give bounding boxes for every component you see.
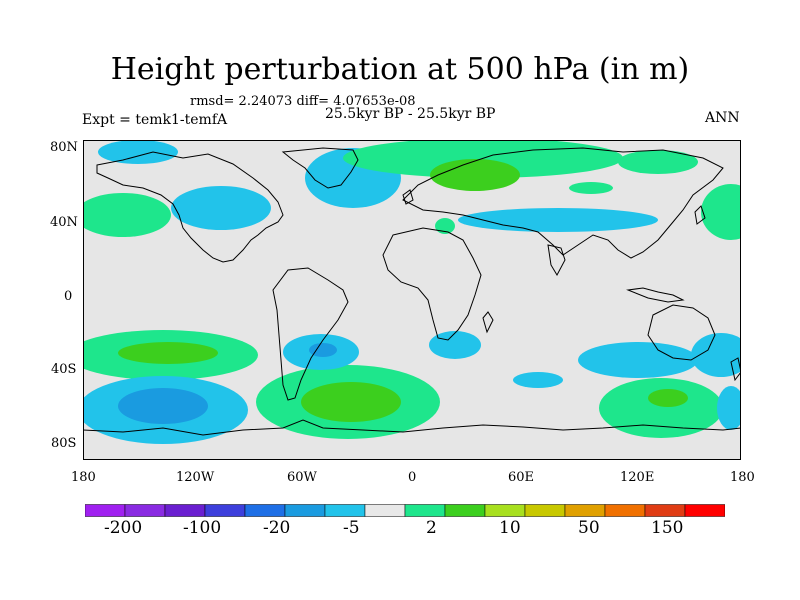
experiment-label: Expt = temk1-temfA bbox=[82, 112, 228, 128]
lat-label-40n: 40N bbox=[50, 215, 78, 230]
colorbar-label-50: 50 bbox=[578, 518, 600, 538]
coastlines bbox=[83, 147, 741, 436]
colorbar-label-2: 2 bbox=[426, 518, 437, 538]
map-frame bbox=[83, 140, 741, 460]
map-plot bbox=[83, 140, 741, 460]
coast-india bbox=[547, 244, 566, 277]
anomaly-mediterranean bbox=[435, 218, 455, 234]
colorbar-swatch bbox=[164, 504, 206, 517]
colorbar-swatch bbox=[364, 504, 406, 517]
coast-japan bbox=[694, 205, 706, 225]
anomaly-western-canada bbox=[171, 186, 271, 230]
anomaly-north-pacific bbox=[83, 193, 171, 237]
colorbar-swatch bbox=[564, 504, 606, 517]
lat-label-80n: 80N bbox=[50, 140, 78, 155]
colorbar-swatch bbox=[324, 504, 366, 517]
colorbar-label-n20: -20 bbox=[263, 518, 291, 538]
colorbar-label-n100: -100 bbox=[183, 518, 222, 538]
lon-label-120e: 120E bbox=[620, 470, 655, 485]
colorbar-swatch bbox=[644, 504, 686, 517]
lon-label-0: 0 bbox=[408, 470, 417, 485]
colorbar-label-150: 150 bbox=[651, 518, 684, 538]
coast-greenland bbox=[281, 147, 359, 189]
anomaly-central-asia bbox=[458, 208, 658, 232]
colorbar-swatch bbox=[284, 504, 326, 517]
period-label: 25.5kyr BP - 25.5kyr BP bbox=[325, 106, 496, 122]
coast-south-america bbox=[272, 267, 349, 401]
colorbar-swatches bbox=[84, 504, 726, 517]
lat-label-0: 0 bbox=[64, 289, 73, 304]
anomaly-southern-indian-core bbox=[648, 389, 688, 407]
coast-indonesia bbox=[626, 287, 685, 303]
coast-antarctica bbox=[83, 419, 741, 436]
colorbar-swatch bbox=[204, 504, 246, 517]
colorbar-label-10: 10 bbox=[499, 518, 521, 538]
colorbar-swatch bbox=[444, 504, 486, 517]
anomaly-tasman-south bbox=[717, 386, 741, 430]
lat-label-40s: 40S bbox=[51, 362, 77, 377]
season-label: ANN bbox=[705, 110, 740, 126]
anomaly-tasman bbox=[691, 333, 741, 377]
lon-label-60w: 60W bbox=[287, 470, 317, 485]
coast-uk bbox=[402, 189, 414, 205]
anomaly-south-africa bbox=[429, 331, 481, 359]
colorbar-label-n5: -5 bbox=[343, 518, 360, 538]
colorbar-swatch bbox=[604, 504, 646, 517]
coast-new-zealand bbox=[730, 357, 741, 382]
colorbar bbox=[84, 502, 726, 521]
coast-eurasia bbox=[402, 147, 724, 259]
anomaly-indian-ocean bbox=[578, 342, 698, 378]
anomaly-arctic-canada bbox=[98, 140, 178, 164]
lon-label-180w: 180 bbox=[71, 470, 96, 485]
colorbar-swatch bbox=[684, 504, 726, 517]
colorbar-swatch bbox=[484, 504, 526, 517]
anomaly-west-pacific bbox=[701, 184, 741, 240]
lat-label-80s: 80S bbox=[51, 436, 77, 451]
coast-north-america bbox=[96, 151, 284, 263]
colorbar-swatch bbox=[404, 504, 446, 517]
coast-madagascar bbox=[482, 311, 494, 334]
anomaly-south-pacific-core bbox=[118, 342, 218, 364]
anomaly-siberia bbox=[618, 150, 698, 174]
colorbar-swatch bbox=[124, 504, 166, 517]
lon-label-60e: 60E bbox=[508, 470, 535, 485]
anomaly-south-africa-small bbox=[513, 372, 563, 388]
anomaly-asia-blob bbox=[569, 182, 613, 194]
anomaly-southern-pacific-core bbox=[118, 388, 208, 424]
anomaly-scandinavia bbox=[430, 159, 520, 191]
colorbar-swatch bbox=[84, 504, 126, 517]
stats-label: rmsd= 2.24073 diff= 4.07653e-08 bbox=[190, 94, 416, 109]
colorbar-swatch bbox=[524, 504, 566, 517]
lon-label-120w: 120W bbox=[176, 470, 215, 485]
coast-australia bbox=[647, 304, 716, 361]
colorbar-swatch bbox=[244, 504, 286, 517]
anomaly-argentina-core bbox=[309, 343, 337, 357]
lon-label-180e: 180 bbox=[730, 470, 755, 485]
page-title: Height perturbation at 500 hPa (in m) bbox=[110, 52, 690, 87]
anomaly-southern-indian bbox=[599, 378, 723, 438]
coast-africa bbox=[382, 227, 482, 341]
colorbar-label-n200: -200 bbox=[104, 518, 143, 538]
anomaly-south-atlantic-core bbox=[301, 382, 401, 422]
